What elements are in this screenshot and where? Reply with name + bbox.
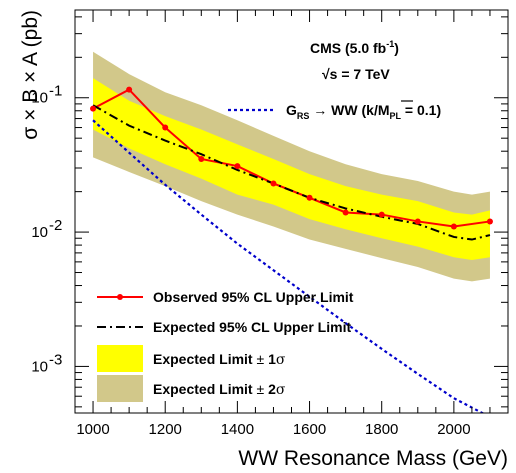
energy-label: √s = 7 TeV — [322, 66, 390, 82]
legend-one-sigma-swatch — [97, 345, 143, 372]
one-sigma-band — [93, 78, 490, 260]
y-tick-label: 10 — [31, 224, 48, 241]
observed-point — [486, 218, 493, 225]
y-tick-label: 10 — [31, 90, 48, 107]
x-tick-label: 1400 — [221, 421, 254, 438]
x-tick-label: 1000 — [76, 421, 109, 438]
y-tick-exponent: -1 — [49, 83, 62, 100]
uncertainty-bands — [93, 51, 490, 282]
x-tick-label: 2000 — [437, 421, 470, 438]
x-tick-label: 1600 — [293, 421, 326, 438]
observed-point — [270, 180, 277, 187]
observed-point — [306, 194, 313, 201]
observed-point — [126, 86, 133, 93]
x-axis-title: WW Resonance Mass (GeV) — [238, 447, 508, 470]
observed-point — [342, 209, 349, 216]
y-tick-exponent: -2 — [49, 217, 62, 234]
y-tick-exponent: -3 — [49, 351, 62, 368]
legend-observed-label: Observed 95% CL Upper Limit — [153, 289, 354, 305]
legend-two-sigma-label: Expected Limit ± 2σ — [153, 381, 286, 398]
x-tick-label: 1200 — [149, 421, 182, 438]
observed-point — [234, 163, 241, 170]
y-tick-label: 10 — [31, 358, 48, 375]
legend-one-sigma-label: Expected Limit ± 1σ — [153, 351, 286, 368]
observed-markers — [90, 86, 493, 230]
observed-point — [90, 105, 97, 112]
observed-point — [378, 211, 385, 218]
model-label: GRS → WW (k/MPL = 0.1) — [286, 102, 441, 121]
y-axis-title: σ × B × A (pb) — [19, 10, 42, 140]
legend-expected-label: Expected 95% CL Upper Limit — [153, 319, 351, 335]
legend-observed-marker — [117, 294, 123, 300]
observed-point — [414, 218, 421, 225]
legend: Observed 95% CL Upper Limit Expected 95%… — [97, 289, 354, 402]
x-tick-label: 1800 — [365, 421, 398, 438]
observed-point — [162, 124, 169, 131]
experiment-label: CMS (5.0 fb-1) — [310, 39, 399, 56]
legend-two-sigma-swatch — [97, 375, 143, 402]
observed-point — [198, 155, 205, 162]
observed-point — [450, 223, 457, 230]
